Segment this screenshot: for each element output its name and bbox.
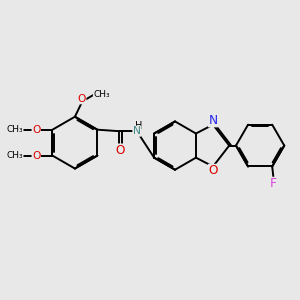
Text: O: O [77,94,86,104]
Text: F: F [270,177,277,190]
Text: CH₃: CH₃ [93,90,110,99]
Text: O: O [32,151,41,160]
Text: N: N [133,126,141,136]
Text: H: H [135,121,142,131]
Text: O: O [208,164,218,177]
Text: O: O [32,125,41,135]
Text: CH₃: CH₃ [6,125,23,134]
Text: N: N [208,114,217,127]
Text: O: O [115,144,125,157]
Text: CH₃: CH₃ [6,151,23,160]
